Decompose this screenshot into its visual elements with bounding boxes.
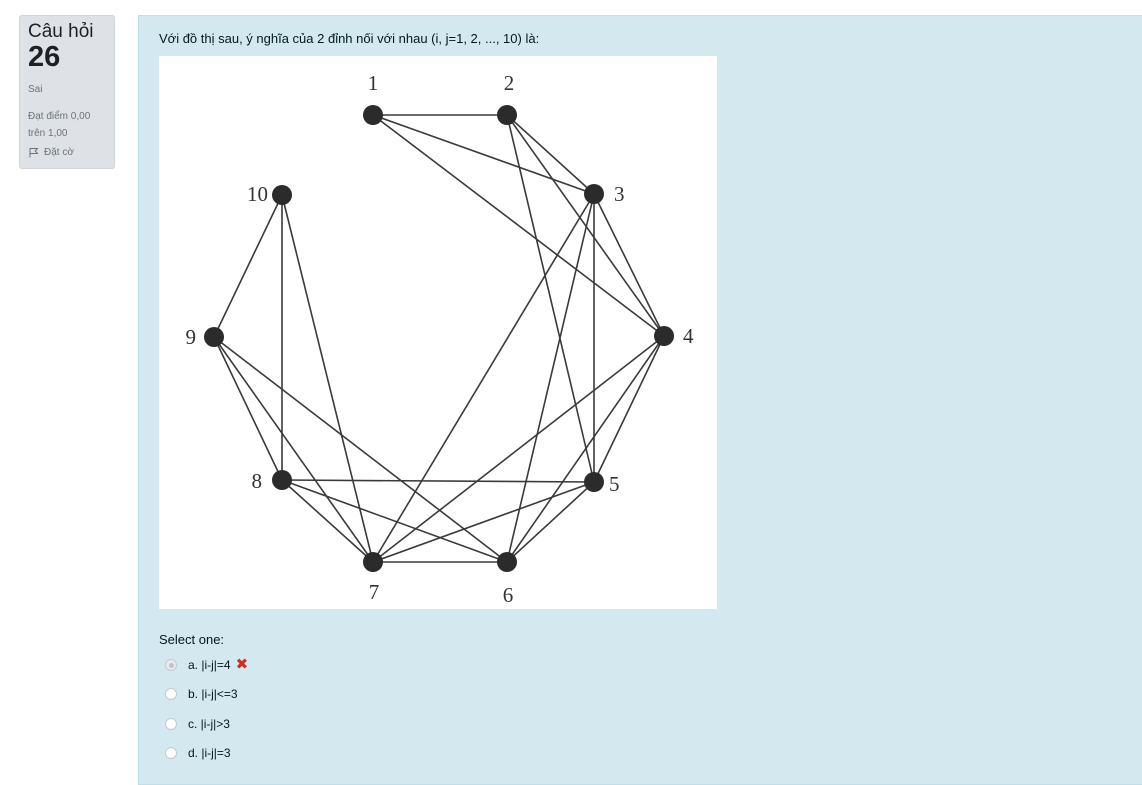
- graph-edge-6-9: [213, 336, 508, 563]
- graph-vertex-3: [584, 184, 604, 204]
- question-text: Với đồ thị sau, ý nghĩa của 2 đỉnh nối v…: [159, 31, 540, 46]
- graph-edge-6-8: [281, 479, 508, 563]
- graph-edge-1-3: [372, 114, 595, 195]
- vertex-label-7: 7: [369, 580, 380, 604]
- graph-vertex-1: [363, 105, 383, 125]
- graph-edge-9-10: [213, 194, 283, 338]
- graph-edge-8-9: [213, 336, 283, 481]
- graph-edge-4-6: [506, 335, 665, 563]
- flag-question-button[interactable]: Đặt cờ: [28, 147, 106, 158]
- graph-edge-4-7: [372, 335, 665, 563]
- answer-radio[interactable]: [165, 659, 177, 671]
- answer-label: d. |i-j|=3: [188, 746, 231, 760]
- vertex-label-6: 6: [503, 583, 514, 607]
- question-label: Câu hỏi: [28, 21, 94, 42]
- graph-edge-7-9: [213, 336, 374, 563]
- flag-label: Đặt cờ: [44, 147, 74, 158]
- question-content: Với đồ thị sau, ý nghĩa của 2 đỉnh nối v…: [138, 15, 1142, 785]
- vertex-label-1: 1: [368, 71, 379, 95]
- incorrect-icon: ✖: [235, 656, 249, 673]
- vertex-label-5: 5: [609, 472, 620, 496]
- select-prompt: Select one:: [159, 632, 225, 647]
- answer-radio[interactable]: [165, 747, 177, 759]
- graph-edge-2-3: [506, 114, 595, 195]
- graph-vertex-4: [654, 326, 674, 346]
- graph-vertex-2: [497, 105, 517, 125]
- flag-icon: [29, 148, 39, 158]
- answer-option[interactable]: c. |i-j|>3: [165, 717, 230, 731]
- answer-label: a. |i-j|=4: [188, 658, 231, 672]
- question-state: Sai: [28, 84, 43, 95]
- question-number: 26: [28, 41, 61, 73]
- question-info-panel: Câu hỏi 26 Sai Đạt điểm 0,00 trên 1,00 Đ…: [19, 15, 115, 169]
- vertex-label-3: 3: [614, 182, 625, 206]
- vertex-label-8: 8: [252, 469, 263, 493]
- answer-option[interactable]: d. |i-j|=3: [165, 746, 231, 760]
- graph-vertex-5: [584, 472, 604, 492]
- graph-edge-3-6: [506, 193, 595, 563]
- answer-option[interactable]: a. |i-j|=4 ✖: [165, 656, 249, 673]
- answer-label: b. |i-j|<=3: [188, 687, 238, 701]
- graph-edge-5-8: [281, 479, 595, 483]
- graph-diagram: 1 2 3 4 5 6 7 8 9 10: [186, 71, 695, 607]
- radio-selected-dot: [168, 662, 174, 668]
- graph-edge-7-10: [281, 194, 374, 563]
- graph-vertex-10: [272, 185, 292, 205]
- answer-label: c. |i-j|>3: [188, 717, 230, 731]
- graph-edge-5-6: [506, 481, 595, 563]
- graph-edge-7-8: [281, 479, 374, 563]
- graph-edge-3-4: [593, 193, 665, 337]
- graph-vertex-8: [272, 470, 292, 490]
- graph-vertex-6: [497, 552, 517, 572]
- vertex-label-2: 2: [504, 71, 515, 95]
- graph-edge-2-4: [506, 114, 665, 337]
- vertex-label-9: 9: [186, 325, 197, 349]
- answer-radio[interactable]: [165, 688, 177, 700]
- graph-figure: 1 2 3 4 5 6 7 8 9 10: [159, 56, 717, 609]
- graph-edge-5-7: [372, 481, 595, 563]
- graph-vertex-9: [204, 327, 224, 347]
- graph-edge-4-5: [593, 335, 665, 483]
- question-grade: Đạt điểm 0,00 trên 1,00: [28, 111, 91, 139]
- graph-edge-2-5: [506, 114, 595, 483]
- vertex-label-4: 4: [683, 324, 694, 348]
- vertex-label-10: 10: [247, 182, 268, 206]
- graph-edge-3-7: [372, 193, 595, 563]
- answer-radio[interactable]: [165, 718, 177, 730]
- graph-edge-1-4: [372, 114, 665, 337]
- answer-option[interactable]: b. |i-j|<=3: [165, 687, 238, 701]
- graph-vertex-7: [363, 552, 383, 572]
